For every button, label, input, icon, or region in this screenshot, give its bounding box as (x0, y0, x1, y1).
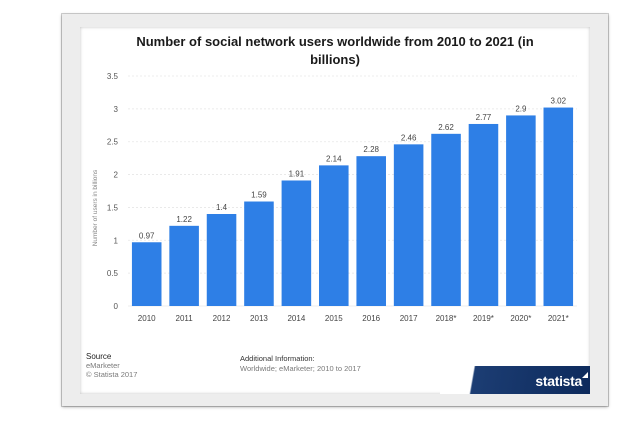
bar (244, 201, 274, 306)
x-tick-label: 2017 (400, 314, 418, 323)
bar (468, 123, 499, 306)
value-label: 3.02 (551, 97, 567, 106)
info-text: Worldwide; eMarketer; 2010 to 2017 (240, 364, 361, 373)
bar (356, 156, 386, 306)
x-tick-label: 2015 (325, 314, 343, 323)
bar-chart: 0 0.5 1 1.5 2 2.5 3 3.5 0.97 1.22 1.4 1.59 1.91 2.14… (92, 72, 577, 323)
bar (206, 214, 237, 306)
x-tick-label: 2014 (287, 314, 305, 323)
y-tick-label: 2 (114, 171, 119, 180)
bar (506, 115, 536, 306)
value-labels: 0.97 1.22 1.4 1.59 1.91 2.14 2.28 2.46 2.62 2.77 2… (139, 97, 567, 241)
y-tick-label: 3 (114, 105, 119, 114)
x-tick-label: 2010 (138, 314, 156, 323)
x-tick-label: 2013 (250, 314, 268, 323)
value-label: 0.97 (139, 231, 155, 240)
value-label: 1.4 (216, 203, 228, 212)
x-tick-label: 2018* (436, 314, 457, 323)
x-tick-label: 2011 (176, 314, 194, 323)
value-label: 2.46 (401, 133, 417, 142)
y-tick-label: 1 (114, 236, 119, 245)
source-heading: Source (86, 352, 112, 361)
source-block: Source eMarketer © Statista 2017 (86, 352, 137, 379)
value-label: 2.9 (515, 104, 527, 113)
y-tick-label: 0 (114, 302, 119, 311)
statista-logo: statista (440, 366, 590, 394)
value-label: 2.28 (363, 145, 379, 154)
value-label: 1.59 (251, 191, 267, 200)
additional-info: Additional Information: Worldwide; eMark… (240, 354, 361, 374)
bar (393, 144, 424, 306)
gridlines (128, 75, 577, 307)
bar (319, 165, 349, 306)
x-tick-label: 2020* (510, 314, 531, 323)
value-label: 1.91 (289, 169, 305, 178)
source-name: eMarketer (86, 361, 120, 370)
copyright: © Statista 2017 (86, 370, 138, 379)
y-tick-label: 0.5 (107, 269, 119, 278)
y-axis-label: Number of users in billions (92, 169, 99, 246)
x-tick-label: 2012 (213, 314, 231, 323)
bar (131, 242, 162, 306)
info-heading: Additional Information: (240, 354, 315, 363)
y-tick-label: 2.5 (107, 138, 119, 147)
y-tick-label: 3.5 (107, 72, 119, 81)
value-label: 2.14 (326, 154, 342, 163)
bar (431, 133, 461, 306)
bars (131, 107, 574, 307)
x-tick-label: 2016 (362, 314, 380, 323)
bar (543, 107, 574, 307)
chart-title: Number of social network users worldwide… (136, 34, 534, 67)
bar (281, 180, 312, 306)
x-tick-label: 2021* (548, 314, 569, 323)
chart-card: Number of social network users worldwide… (80, 27, 590, 394)
bar (169, 225, 199, 306)
y-tick-labels: 0 0.5 1 1.5 2 2.5 3 3.5 (107, 72, 119, 311)
x-tick-label: 2019* (473, 314, 494, 323)
y-tick-label: 1.5 (107, 203, 119, 212)
x-tick-labels: 2010 2011 2012 2013 2014 2015 2016 2017 2018* 201… (138, 314, 569, 323)
brand-name: statista (535, 373, 582, 389)
value-label: 2.62 (438, 123, 454, 132)
value-label: 2.77 (476, 113, 492, 122)
logo-mark-icon (582, 372, 588, 378)
value-label: 1.22 (176, 215, 192, 224)
